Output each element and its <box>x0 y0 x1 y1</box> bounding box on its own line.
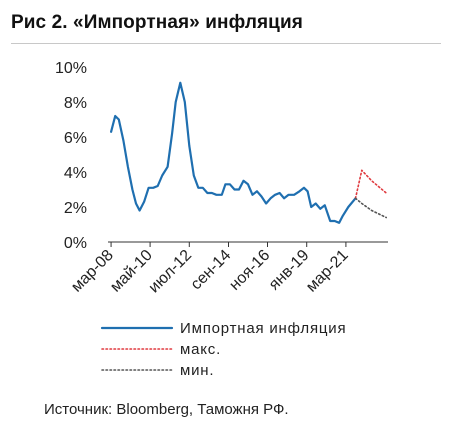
x-tick-label: мар-21 <box>303 247 352 296</box>
title-divider <box>11 43 441 44</box>
y-tick-label: 2% <box>64 200 87 217</box>
y-tick-label: 6% <box>64 130 87 147</box>
source-note: Источник: Bloomberg, Таможня РФ. <box>44 401 289 418</box>
y-tick-label: 8% <box>64 95 87 112</box>
x-tick-label: ноя-16 <box>226 247 273 294</box>
series-line-0 <box>110 81 357 224</box>
series-lines <box>110 81 387 224</box>
legend-label-0: Импортная инфляция <box>180 320 346 337</box>
line-chart: 0% 2% 4% 6% 8% 10% мар-08май-10июл-12сен-14но… <box>55 60 388 379</box>
y-tick-label: 0% <box>64 235 87 252</box>
x-tick-label: мар-08 <box>68 247 117 296</box>
chart-title: Рис 2. «Импортная» инфляция <box>11 12 303 33</box>
legend-label-2: мин. <box>180 362 214 379</box>
x-tick-label: июл-12 <box>146 247 196 297</box>
x-tick-label: сен-14 <box>188 247 235 294</box>
x-axis-ticks: мар-08май-10июл-12сен-14ноя-16янв-19мар-… <box>68 242 352 296</box>
y-tick-label: 10% <box>55 60 87 77</box>
series-line-1 <box>354 169 387 200</box>
series-line-2 <box>354 197 387 219</box>
y-tick-label: 4% <box>64 165 87 182</box>
legend: Импортная инфляция макс. мин. <box>100 320 346 379</box>
legend-label-1: макс. <box>180 341 221 358</box>
y-axis-ticks: 0% 2% 4% 6% 8% 10% <box>55 60 87 252</box>
